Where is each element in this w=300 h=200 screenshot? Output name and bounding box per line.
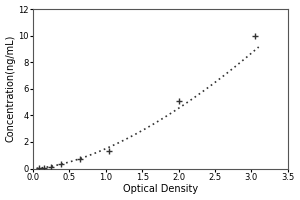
Y-axis label: Concentration(ng/mL): Concentration(ng/mL) — [6, 35, 16, 142]
X-axis label: Optical Density: Optical Density — [123, 184, 198, 194]
